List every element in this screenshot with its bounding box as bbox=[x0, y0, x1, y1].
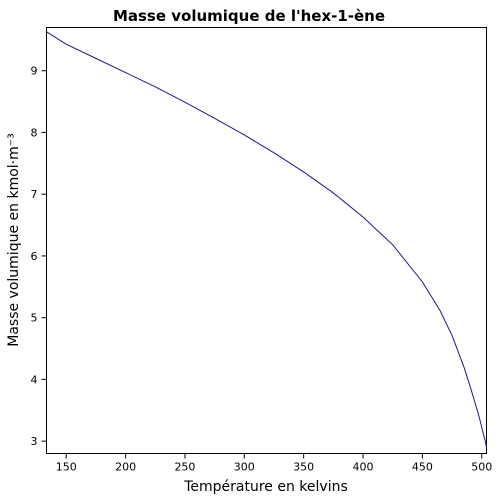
chart-title: Masse volumique de l'hex-1-ène bbox=[113, 7, 385, 25]
y-tick-label: 4 bbox=[31, 373, 38, 386]
y-axis-label: Masse volumique en kmol·m⁻³ bbox=[6, 133, 22, 347]
y-tick-label: 7 bbox=[31, 188, 38, 201]
x-tick-label: 400 bbox=[353, 461, 374, 474]
y-axis: 3 4 5 6 7 8 9 bbox=[31, 65, 47, 448]
x-tick-label: 250 bbox=[174, 461, 195, 474]
x-axis: 150 200 250 300 350 400 450 500 bbox=[56, 453, 492, 474]
y-tick-label: 5 bbox=[31, 312, 38, 325]
x-tick-label: 300 bbox=[234, 461, 255, 474]
x-tick-label: 150 bbox=[56, 461, 77, 474]
series-layer bbox=[46, 31, 487, 448]
y-tick-label: 6 bbox=[31, 250, 38, 263]
y-tick-label: 3 bbox=[31, 435, 38, 448]
x-tick-label: 350 bbox=[293, 461, 314, 474]
plot-frame bbox=[46, 27, 487, 454]
x-tick-label: 500 bbox=[471, 461, 492, 474]
density-curve bbox=[46, 31, 487, 448]
x-tick-label: 200 bbox=[115, 461, 136, 474]
x-tick-label: 450 bbox=[412, 461, 433, 474]
x-axis-label: Température en kelvins bbox=[183, 479, 348, 495]
y-tick-label: 8 bbox=[31, 126, 38, 139]
y-tick-label: 9 bbox=[31, 65, 38, 78]
